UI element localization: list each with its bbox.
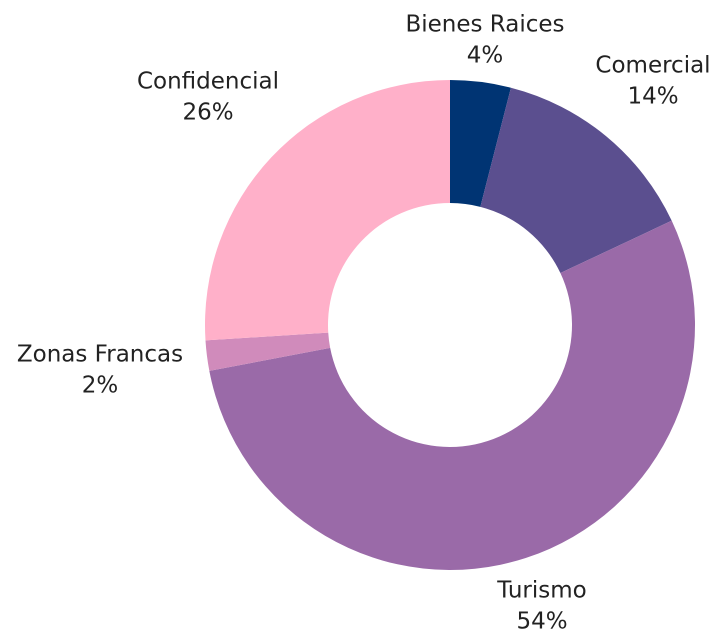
- slice-value: 14%: [627, 84, 678, 110]
- slice-value: 2%: [82, 373, 119, 399]
- slice-label: Confidencial: [137, 69, 279, 95]
- donut-slice: [480, 87, 672, 274]
- slice-label: Comercial: [595, 53, 710, 79]
- slice-label: Zonas Francas: [17, 342, 183, 368]
- slice-label: Turismo: [496, 578, 586, 604]
- slice-value: 26%: [182, 100, 233, 126]
- slice-value: 4%: [467, 43, 504, 69]
- slice-label: Bienes Raices: [405, 12, 564, 38]
- slice-value: 54%: [516, 609, 567, 632]
- donut-slice: [450, 80, 511, 207]
- donut-slice: [204, 80, 450, 341]
- donut-slice: [205, 332, 331, 371]
- donut-slice: [209, 220, 695, 570]
